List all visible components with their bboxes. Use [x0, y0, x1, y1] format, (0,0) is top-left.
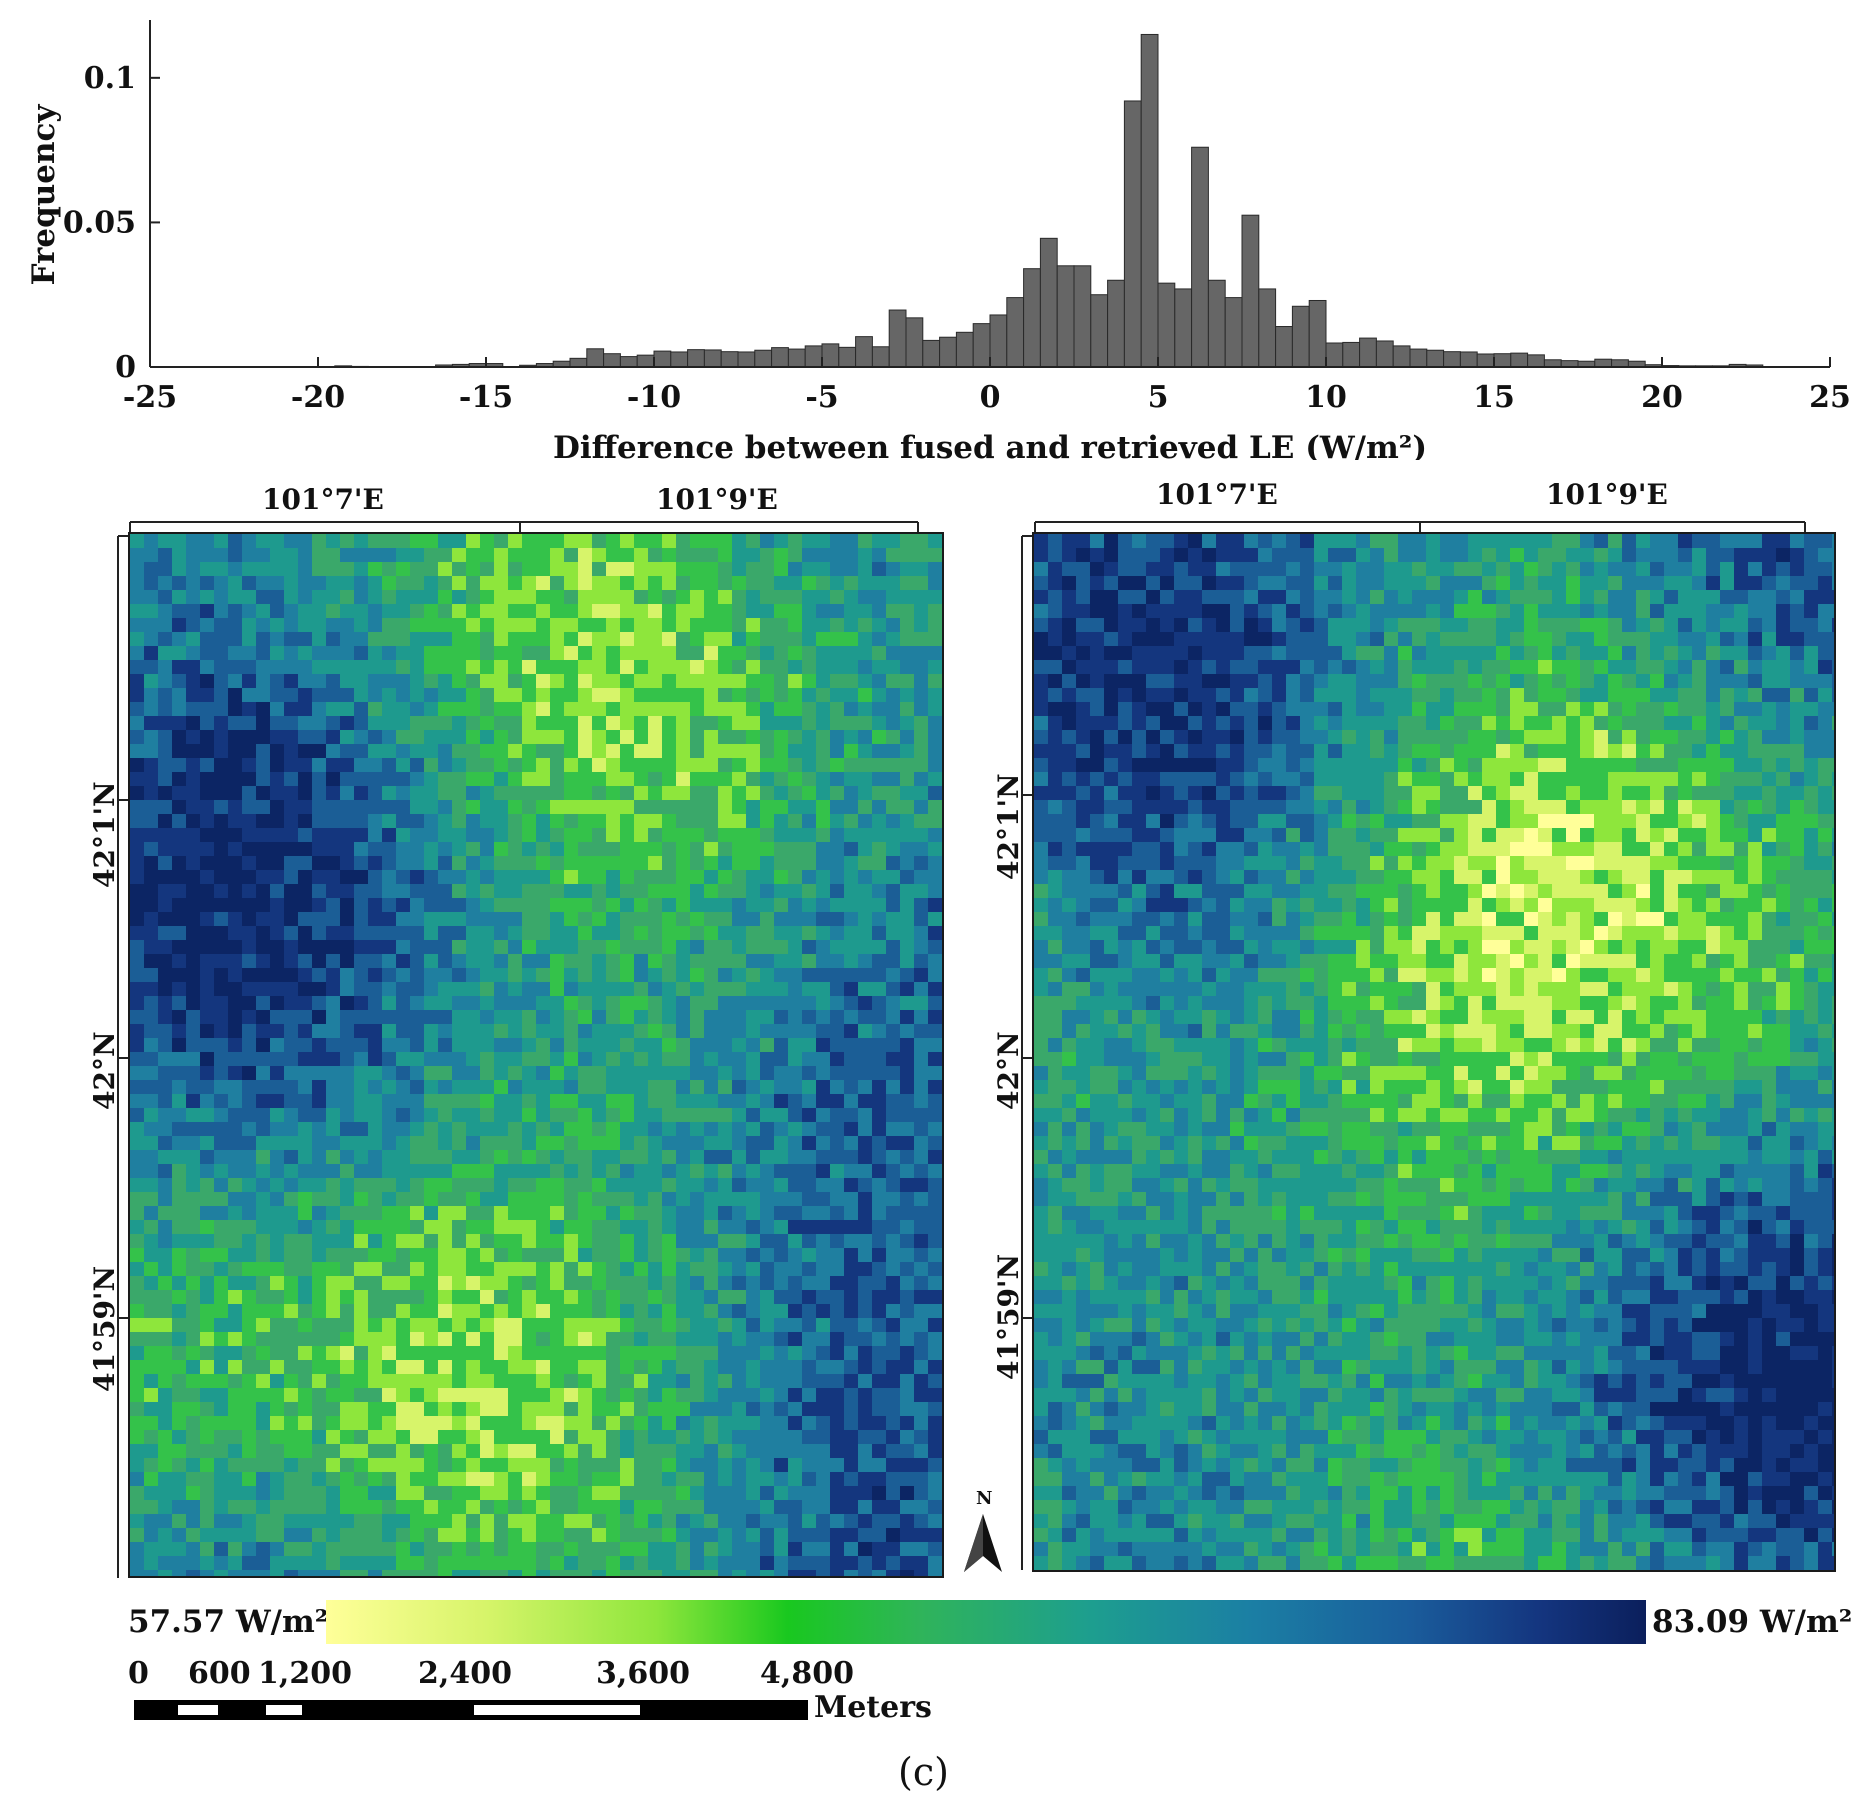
right-map-lat-label-1: 42°1'N: [992, 773, 1025, 880]
right-map-lat-label-3: 41°59'N: [992, 1253, 1025, 1380]
right-le-map: [1032, 532, 1836, 1572]
x-tick-label: 10: [1305, 380, 1347, 415]
histogram-axes: -25 -20 -15 -10 -5 0 5 10 15 20 25 0 0.05 0.1: [63, 20, 1851, 415]
scale-bar: [134, 1700, 808, 1720]
right-map-lon-label-1: 101°7'E: [1156, 478, 1278, 511]
colorbar-max-label: 83.09 W/m²: [1652, 1604, 1853, 1640]
left-map-lon-label-1: 101°7'E: [262, 483, 384, 516]
y-tick-label: 0.05: [63, 205, 136, 240]
north-arrow-icon: [964, 1514, 1002, 1572]
scale-label-2400: 2,400: [418, 1656, 512, 1691]
histogram-bars: [334, 33, 1781, 368]
y-axis-title: Frequency: [26, 104, 62, 286]
y-tick-label: 0.1: [84, 61, 136, 96]
y-tick-label: 0: [115, 350, 136, 385]
right-map-lat-label-2: 42°N: [992, 1031, 1025, 1110]
x-axis-title: Difference between fused and retrieved L…: [553, 430, 1427, 460]
scale-label-600: 600: [188, 1656, 251, 1691]
left-map-lon-label-2: 101°9'E: [656, 483, 778, 516]
panel-label: (c): [898, 1750, 949, 1794]
right-map-lon-label-2: 101°9'E: [1546, 478, 1668, 511]
x-tick-label: -20: [291, 380, 345, 415]
x-tick-label: 25: [1809, 380, 1851, 415]
scale-label-0: 0: [128, 1656, 149, 1691]
left-map-ticks: [117, 521, 1806, 1578]
x-tick-label: -10: [627, 380, 681, 415]
north-label: N: [976, 1488, 993, 1509]
x-tick-label: -15: [459, 380, 513, 415]
scale-label-3600: 3,600: [596, 1656, 690, 1691]
x-tick-label: 5: [1148, 380, 1169, 415]
x-tick-label: 20: [1641, 380, 1683, 415]
scale-unit-label: Meters: [814, 1690, 932, 1725]
scale-label-1200: 1,200: [258, 1656, 352, 1691]
x-tick-label: 0: [980, 380, 1001, 415]
scale-label-4800: 4,800: [760, 1656, 854, 1691]
x-tick-label: 15: [1473, 380, 1515, 415]
histogram-chart: -25 -20 -15 -10 -5 0 5 10 15 20 25 0 0.05 0.1 Differe…: [26, 20, 1851, 460]
colorbar: [326, 1600, 1646, 1644]
colorbar-min-label: 57.57 W/m²: [128, 1604, 329, 1640]
left-le-map: [128, 532, 944, 1578]
x-tick-label: -5: [805, 380, 838, 415]
x-tick-label: -25: [123, 380, 177, 415]
